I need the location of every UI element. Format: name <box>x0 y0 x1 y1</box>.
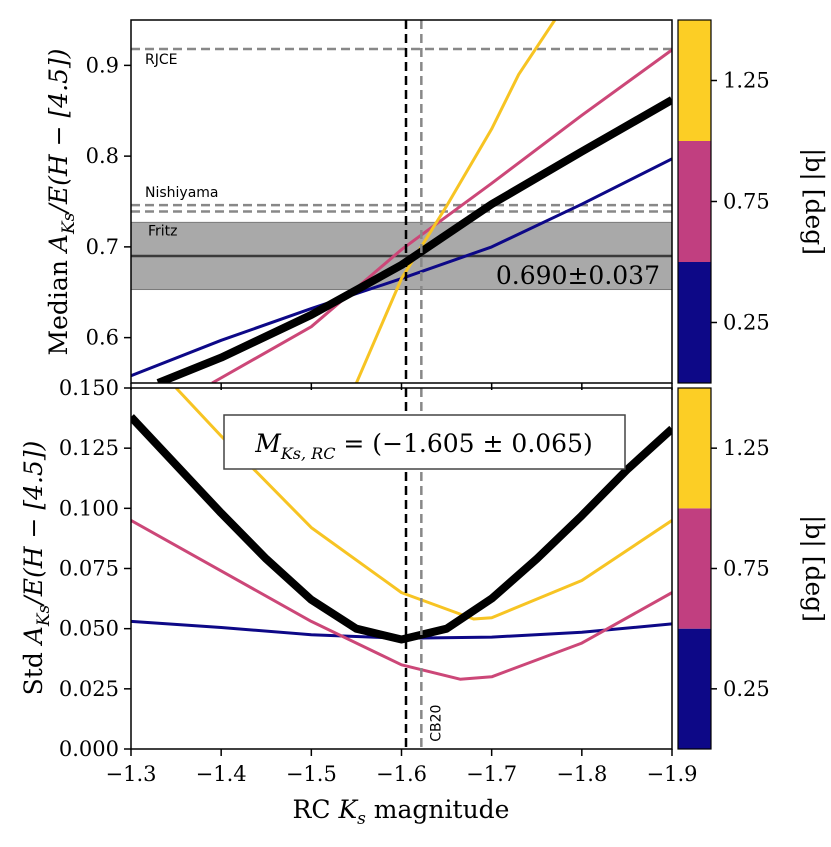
top-colorbar-band-0 <box>678 262 711 383</box>
top-ytick-label-1: 0.7 <box>86 235 119 259</box>
bottom-ytick-label-4: 0.100 <box>59 496 119 520</box>
bottom-colorbar-band-1 <box>678 508 711 629</box>
top-colorbar-tick-label-2: 1.25 <box>723 69 770 93</box>
annotation-text: MKs, RC = (−1.605 ± 0.065) <box>254 429 593 463</box>
top-panel-median: RJCE Nishiyama Fritz 0.690±0.037 0.6 0.7 0.8 0… <box>86 19 673 390</box>
top-series-0 <box>156 96 672 383</box>
top-ytick-label-3: 0.9 <box>86 53 119 77</box>
top-ytick-label-2: 0.8 <box>86 144 119 168</box>
bottom-ytick-label-3: 0.075 <box>59 557 119 581</box>
bottom-xtick-label-5: −1.8 <box>556 762 607 786</box>
bottom-xtick-label-0: −1.3 <box>106 762 157 786</box>
bottom-panel-std: CB20 0.000 0.025 0.050 0.075 0.100 0.125 0.150… <box>59 376 698 786</box>
bottom-colorbar-band-0 <box>678 628 711 749</box>
bottom-ytick-label-5: 0.125 <box>59 436 119 460</box>
colorbar-top: 0.25 0.75 1.25 |b| [deg] <box>677 19 829 384</box>
bottom-colorbar-tick-label-2: 1.25 <box>723 436 770 460</box>
top-colorbar-label: |b| [deg] <box>799 148 829 255</box>
bottom-colorbar-tick-label-0: 0.25 <box>723 677 770 701</box>
bottom-ytick-label-2: 0.050 <box>59 617 119 641</box>
bottom-colorbar-tick-label-1: 0.75 <box>723 557 770 581</box>
top-colorbar-band-2 <box>678 20 711 141</box>
ref-label-0: RJCE <box>145 52 177 68</box>
bottom-xtick-label-6: −1.9 <box>647 762 698 786</box>
ref-label-1: Nishiyama <box>145 185 219 201</box>
top-series-2 <box>211 48 672 383</box>
top-ylabel: Median AKs/E(H − [4.5]) <box>44 49 79 356</box>
top-ytick-label-0: 0.6 <box>86 326 119 350</box>
top-colorbar-band-1 <box>678 141 711 262</box>
bottom-series-2 <box>131 519 672 681</box>
bottom-xtick-label-3: −1.6 <box>376 762 427 786</box>
bottom-xtick-label-2: −1.5 <box>286 762 337 786</box>
bottom-ylabel: Std AKs/E(H − [4.5]) <box>19 441 54 696</box>
xlabel: RC Ks magnitude <box>293 795 510 829</box>
rc-magnitude-annotation: MKs, RC = (−1.605 ± 0.065) <box>223 414 626 470</box>
bottom-xtick-label-4: −1.7 <box>466 762 517 786</box>
bottom-xtick-label-1: −1.4 <box>196 762 247 786</box>
fritz-annotation: 0.690±0.037 <box>496 261 660 290</box>
annotation-box <box>223 414 626 470</box>
cb20-label: CB20 <box>428 705 444 742</box>
bottom-ytick-label-6: 0.150 <box>59 376 119 400</box>
top-axes-frame <box>130 19 673 384</box>
bottom-ytick-label-0: 0.000 <box>59 737 119 761</box>
fritz-label: Fritz <box>148 223 178 239</box>
bottom-ytick-label-1: 0.025 <box>59 677 119 701</box>
top-colorbar-tick-label-0: 0.25 <box>723 311 770 335</box>
bottom-colorbar-label: |b| [deg] <box>799 515 829 622</box>
bottom-series-0 <box>131 414 672 644</box>
bottom-colorbar-band-2 <box>678 388 711 509</box>
colorbar-bottom: 0.25 0.75 1.25 |b| [deg] <box>677 387 829 750</box>
top-colorbar-tick-label-1: 0.75 <box>723 190 770 214</box>
top-series-3 <box>355 20 557 383</box>
